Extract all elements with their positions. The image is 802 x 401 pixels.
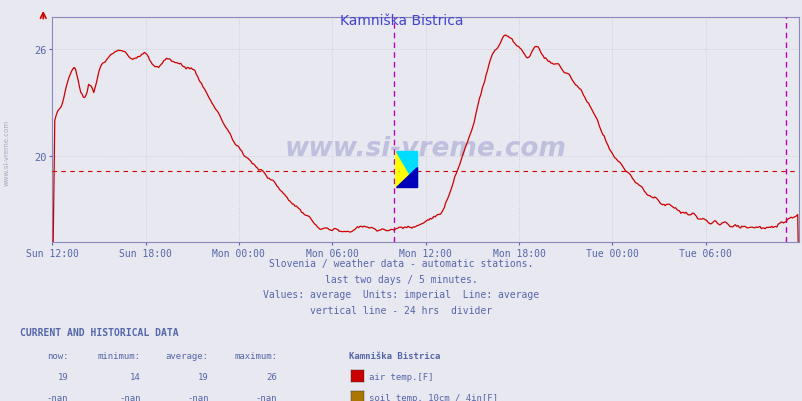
Text: 26: 26 <box>266 372 277 381</box>
Text: Kamniška Bistrica: Kamniška Bistrica <box>339 14 463 28</box>
Text: CURRENT AND HISTORICAL DATA: CURRENT AND HISTORICAL DATA <box>20 327 179 337</box>
Text: 14: 14 <box>130 372 140 381</box>
Text: last two days / 5 minutes.: last two days / 5 minutes. <box>325 274 477 284</box>
Polygon shape <box>395 152 416 187</box>
Text: now:: now: <box>47 351 68 360</box>
Text: air temp.[F]: air temp.[F] <box>369 372 433 381</box>
Text: vertical line - 24 hrs  divider: vertical line - 24 hrs divider <box>310 305 492 315</box>
Polygon shape <box>395 168 416 187</box>
Text: -nan: -nan <box>119 393 140 401</box>
Text: Kamniška Bistrica: Kamniška Bistrica <box>349 351 440 360</box>
Polygon shape <box>395 152 416 187</box>
Text: 19: 19 <box>198 372 209 381</box>
Text: www.si-vreme.com: www.si-vreme.com <box>3 119 10 185</box>
Text: Slovenia / weather data - automatic stations.: Slovenia / weather data - automatic stat… <box>269 259 533 269</box>
Text: Values: average  Units: imperial  Line: average: Values: average Units: imperial Line: av… <box>263 290 539 300</box>
Text: soil temp. 10cm / 4in[F]: soil temp. 10cm / 4in[F] <box>369 393 498 401</box>
Text: www.si-vreme.com: www.si-vreme.com <box>284 135 566 161</box>
Text: -nan: -nan <box>187 393 209 401</box>
Text: 19: 19 <box>58 372 68 381</box>
Text: -nan: -nan <box>255 393 277 401</box>
Text: average:: average: <box>165 351 209 360</box>
Text: -nan: -nan <box>47 393 68 401</box>
Text: minimum:: minimum: <box>97 351 140 360</box>
Text: maximum:: maximum: <box>233 351 277 360</box>
